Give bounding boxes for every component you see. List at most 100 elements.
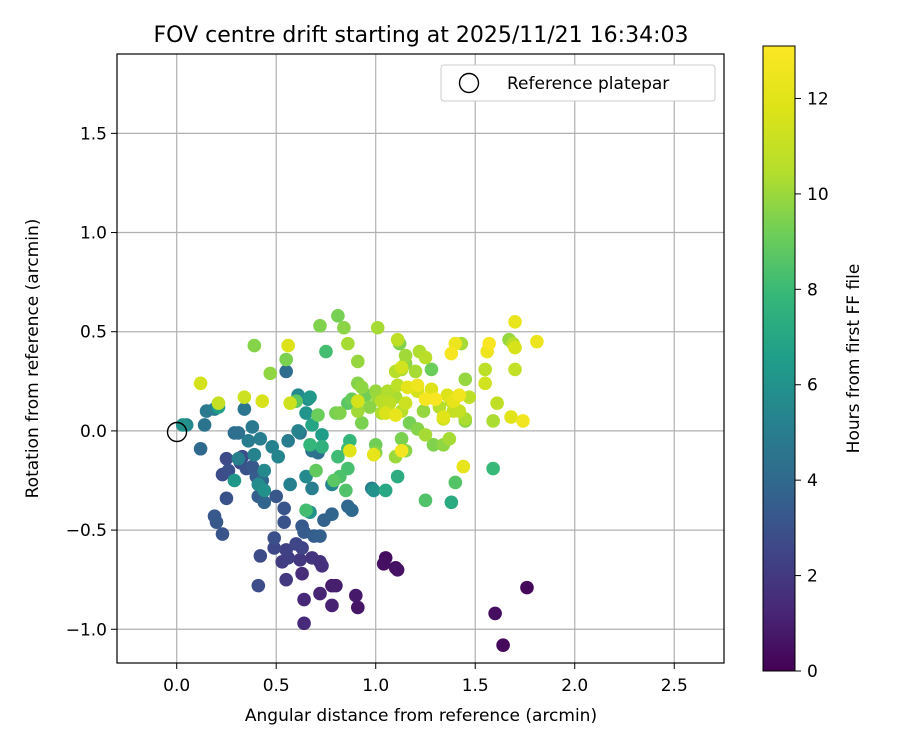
scatter-point xyxy=(295,566,309,581)
scatter-point xyxy=(398,396,413,410)
scatter-point xyxy=(490,396,504,410)
scatter-point xyxy=(366,483,381,498)
x-axis-ticks: 0.0 0.5 1.0 1.5 2.0 2.5 xyxy=(163,663,688,696)
scatter-point xyxy=(416,404,431,418)
scatter-point xyxy=(446,404,461,418)
scatter-point xyxy=(448,475,463,490)
scatter-point xyxy=(366,447,381,462)
scatter-point xyxy=(351,394,365,408)
scatter-point xyxy=(263,366,278,381)
scatter-point xyxy=(267,541,282,555)
scatter-point xyxy=(394,443,409,458)
scatter-point xyxy=(305,418,319,432)
scatter-point xyxy=(237,390,252,404)
scatter-point xyxy=(227,473,242,488)
scatter-point xyxy=(303,390,317,404)
scatter-point xyxy=(351,354,365,369)
scatter-point xyxy=(520,580,534,595)
scatter-point xyxy=(279,352,293,367)
scatter-point xyxy=(267,531,282,545)
scatter-point xyxy=(215,527,230,541)
scatter-point xyxy=(197,418,212,432)
y-tick-label: −0.5 xyxy=(66,521,107,541)
scatter-point xyxy=(496,638,510,652)
scatter-point xyxy=(351,404,365,418)
scatter-point xyxy=(277,501,291,516)
scatter-point xyxy=(354,380,369,395)
x-tick-label: 1.0 xyxy=(362,676,389,696)
scatter-point xyxy=(279,572,293,587)
scatter-point xyxy=(219,491,234,506)
scatter-point xyxy=(265,439,280,454)
scatter-point xyxy=(293,553,307,567)
scatter-point xyxy=(378,483,393,498)
colorbar-tick-label: 10 xyxy=(807,185,829,205)
x-tick-label: 0.5 xyxy=(263,676,290,696)
scatter-point xyxy=(418,350,433,365)
scatter-point xyxy=(349,588,363,603)
colorbar-tick-label: 12 xyxy=(807,89,829,109)
y-tick-label: −1.0 xyxy=(66,620,107,640)
scatter-point xyxy=(271,449,286,464)
y-tick-label: 1.5 xyxy=(80,124,107,144)
scatter-point xyxy=(325,598,339,613)
data-points xyxy=(175,309,544,652)
scatter-point xyxy=(508,362,522,377)
scatter-point xyxy=(504,410,518,424)
x-axis-label: Angular distance from reference (arcmin) xyxy=(245,706,597,726)
scatter-point xyxy=(299,406,313,420)
scatter-point xyxy=(245,420,260,434)
scatter-point xyxy=(193,376,208,391)
scatter-point xyxy=(345,503,359,518)
scatter-point xyxy=(313,318,327,333)
scatter-point xyxy=(257,495,272,510)
scatter-point xyxy=(289,537,303,551)
scatter-point xyxy=(444,495,459,510)
scatter-point xyxy=(311,408,325,422)
scatter-point xyxy=(339,483,353,498)
scatter-point xyxy=(390,332,405,347)
scatter-point xyxy=(315,439,329,454)
scatter-point xyxy=(231,451,246,466)
scatter-point xyxy=(305,481,319,496)
scatter-point xyxy=(253,432,268,446)
x-tick-label: 1.5 xyxy=(462,676,489,696)
scatter-point xyxy=(299,503,313,518)
scatter-point xyxy=(327,473,341,488)
scatter-point xyxy=(329,578,343,593)
scatter-point xyxy=(390,562,405,577)
y-tick-label: 0.5 xyxy=(80,323,107,343)
scatter-point xyxy=(219,451,234,466)
colorbar-tick-label: 6 xyxy=(807,376,818,396)
scatter-point xyxy=(325,507,339,522)
scatter-point xyxy=(388,408,403,422)
legend: Reference platepar xyxy=(440,64,716,102)
scatter-point xyxy=(331,309,345,323)
colorbar-tick-label: 4 xyxy=(807,471,818,491)
scatter-point xyxy=(241,434,256,448)
scatter-point xyxy=(380,384,395,399)
scatter-point xyxy=(297,592,311,607)
x-tick-label: 2.0 xyxy=(561,676,588,696)
scatter-point xyxy=(436,410,451,424)
scatter-point xyxy=(478,376,492,391)
y-tick-label: 1.0 xyxy=(80,224,107,244)
legend-marker-icon xyxy=(458,72,480,94)
scatter-point xyxy=(247,447,262,462)
chart-title: FOV centre drift starting at 2025/11/21 … xyxy=(154,23,689,48)
scatter-point xyxy=(452,388,467,402)
scatter-point xyxy=(237,402,252,416)
reference-platepar-marker xyxy=(166,421,188,443)
scatter-point xyxy=(313,586,327,601)
scatter-point xyxy=(482,336,496,351)
scatter-point xyxy=(255,394,270,408)
scatter-point xyxy=(337,320,351,335)
colorbar-gradient xyxy=(762,45,796,672)
x-tick-label: 0.0 xyxy=(163,676,190,696)
scatter-point xyxy=(428,392,443,406)
scatter-point xyxy=(516,414,530,428)
scatter-point xyxy=(424,362,439,377)
scatter-point xyxy=(341,336,355,351)
scatter-point xyxy=(394,360,409,375)
y-axis-label: Rotation from reference (arcmin) xyxy=(23,219,43,499)
